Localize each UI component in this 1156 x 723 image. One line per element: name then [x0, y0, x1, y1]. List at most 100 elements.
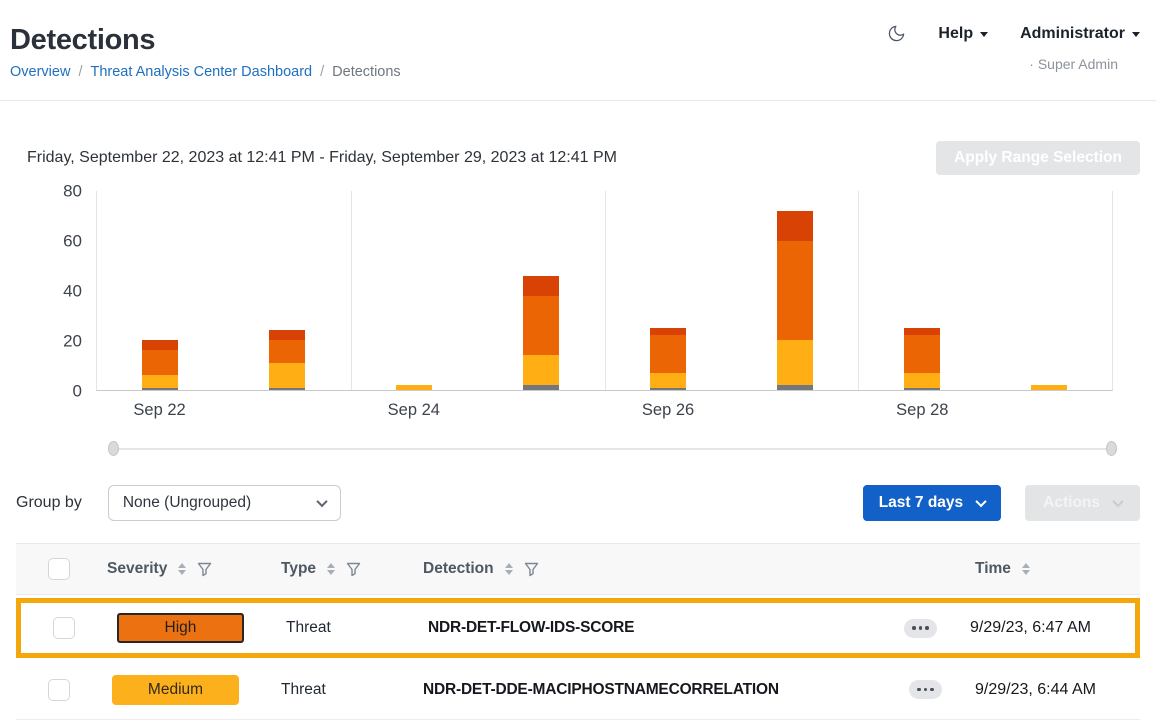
date-range-text: Friday, September 22, 2023 at 12:41 PM -…	[27, 149, 617, 167]
stacked-bar[interactable]	[142, 191, 178, 390]
bar-segment-medium[interactable]	[1031, 385, 1067, 390]
filter-icon[interactable]	[346, 562, 361, 577]
detections-chart: 020406080	[16, 191, 1113, 391]
gridline-vertical	[858, 191, 859, 390]
bar-segment-medium[interactable]	[777, 340, 813, 385]
group-by-value: None (Ungrouped)	[123, 494, 251, 512]
time-cell: 9/29/23, 6:47 AM	[960, 619, 1135, 637]
user-menu[interactable]: Administrator	[1020, 25, 1140, 43]
stacked-bar[interactable]	[396, 191, 432, 390]
stacked-bar[interactable]	[269, 191, 305, 390]
stacked-bar[interactable]	[777, 191, 813, 390]
chevron-down-icon	[1112, 496, 1123, 507]
bar-slot-sep-28	[858, 191, 985, 390]
x-tick-label: Sep 26	[642, 401, 694, 420]
slider-handle-left[interactable]	[108, 441, 119, 456]
bar-segment-high[interactable]	[904, 335, 940, 372]
bar-segment-medium[interactable]	[523, 355, 559, 385]
header-right: Help Administrator · Super Admin	[887, 16, 1140, 100]
bar-segment-high[interactable]	[650, 335, 686, 372]
breadcrumb-tac-dashboard[interactable]: Threat Analysis Center Dashboard	[90, 64, 312, 80]
select-all-checkbox[interactable]	[48, 558, 70, 580]
bar-slot-sep-27	[731, 191, 858, 390]
actions-dropdown-button[interactable]: Actions	[1025, 485, 1140, 521]
stacked-bar[interactable]	[650, 191, 686, 390]
detection-cell: NDR-DET-DDE-MACIPHOSTNAMECORRELATION	[407, 681, 905, 699]
sort-icon[interactable]	[1022, 563, 1030, 575]
table-row[interactable]: High Threat NDR-DET-FLOW-IDS-SCORE 9/29/…	[21, 603, 1135, 653]
bar-segment-high[interactable]	[142, 350, 178, 375]
row-checkbox-cell	[16, 679, 91, 701]
sort-icon[interactable]	[505, 563, 513, 575]
bar-segment-low[interactable]	[142, 388, 178, 390]
sort-icon[interactable]	[327, 563, 335, 575]
dark-mode-toggle[interactable]	[887, 24, 906, 43]
time-cell: 9/29/23, 6:44 AM	[965, 681, 1140, 699]
bar-segment-critical[interactable]	[777, 211, 813, 241]
toolbar-right: Last 7 days Actions	[863, 485, 1140, 521]
bar-segment-low[interactable]	[269, 388, 305, 390]
column-header-severity: Severity	[91, 560, 265, 578]
slider-track[interactable]	[112, 448, 1113, 450]
bar-segment-low[interactable]	[523, 385, 559, 390]
header-checkbox-cell	[16, 558, 91, 580]
y-tick-label: 20	[16, 333, 82, 350]
group-by-select[interactable]: None (Ungrouped)	[108, 485, 341, 521]
filter-icon[interactable]	[197, 562, 212, 577]
stacked-bar[interactable]	[904, 191, 940, 390]
row-checkbox[interactable]	[53, 617, 75, 639]
moon-icon	[887, 24, 906, 43]
bar-segment-medium[interactable]	[142, 375, 178, 387]
header-actions: Help Administrator	[887, 24, 1140, 43]
severity-cell: Medium	[91, 675, 265, 705]
sort-icon[interactable]	[178, 563, 186, 575]
table-row[interactable]: Medium Threat NDR-DET-DDE-MACIPHOSTNAMEC…	[16, 660, 1140, 720]
header-left: Detections Overview / Threat Analysis Ce…	[10, 16, 401, 100]
row-actions-button[interactable]	[909, 680, 942, 699]
bar-segment-medium[interactable]	[650, 373, 686, 388]
breadcrumb-overview[interactable]: Overview	[10, 64, 70, 80]
bar-segment-critical[interactable]	[142, 340, 178, 350]
row-checkbox[interactable]	[48, 679, 70, 701]
bar-segment-low[interactable]	[904, 388, 940, 390]
chart-plot	[96, 191, 1113, 391]
row-actions-button[interactable]	[904, 619, 937, 638]
bar-segment-high[interactable]	[777, 241, 813, 341]
bar-segment-medium[interactable]	[904, 373, 940, 388]
chart-x-axis: Sep 22Sep 24Sep 26Sep 28	[96, 391, 1113, 427]
apply-range-selection-button[interactable]: Apply Range Selection	[936, 141, 1140, 175]
chart-y-axis: 020406080	[16, 191, 82, 391]
x-tick-label: Sep 28	[896, 401, 948, 420]
main-content: Friday, September 22, 2023 at 12:41 PM -…	[0, 141, 1156, 720]
filter-icon[interactable]	[524, 562, 539, 577]
bar-slot-sep-23	[224, 191, 351, 390]
bar-segment-critical[interactable]	[904, 328, 940, 335]
stacked-bar[interactable]	[523, 191, 559, 390]
column-label: Time	[975, 560, 1011, 578]
stacked-bar[interactable]	[1031, 191, 1067, 390]
chevron-down-icon	[316, 496, 327, 507]
column-label: Severity	[107, 560, 167, 578]
bar-segment-critical[interactable]	[269, 330, 305, 340]
bar-segment-medium[interactable]	[269, 363, 305, 388]
severity-badge-high: High	[117, 613, 244, 643]
bar-slot-sep-25	[478, 191, 605, 390]
help-menu[interactable]: Help	[938, 25, 988, 43]
bar-segment-medium[interactable]	[396, 385, 432, 390]
bar-segment-low[interactable]	[777, 385, 813, 390]
bar-segment-critical[interactable]	[523, 276, 559, 296]
time-range-dropdown-button[interactable]: Last 7 days	[863, 485, 1001, 521]
column-header-detection: Detection	[407, 560, 905, 578]
bar-segment-high[interactable]	[269, 340, 305, 362]
bar-segment-high[interactable]	[523, 296, 559, 356]
bar-slot-sep-26	[605, 191, 732, 390]
slider-handle-right[interactable]	[1106, 441, 1117, 456]
row-checkbox-cell	[21, 617, 96, 639]
actions-label: Actions	[1043, 494, 1100, 512]
row-menu-cell	[905, 680, 965, 699]
detection-cell: NDR-DET-FLOW-IDS-SCORE	[412, 619, 900, 637]
type-cell: Threat	[265, 681, 407, 699]
x-tick-label: Sep 22	[133, 401, 185, 420]
bar-segment-low[interactable]	[650, 388, 686, 390]
bar-segment-critical[interactable]	[650, 328, 686, 335]
